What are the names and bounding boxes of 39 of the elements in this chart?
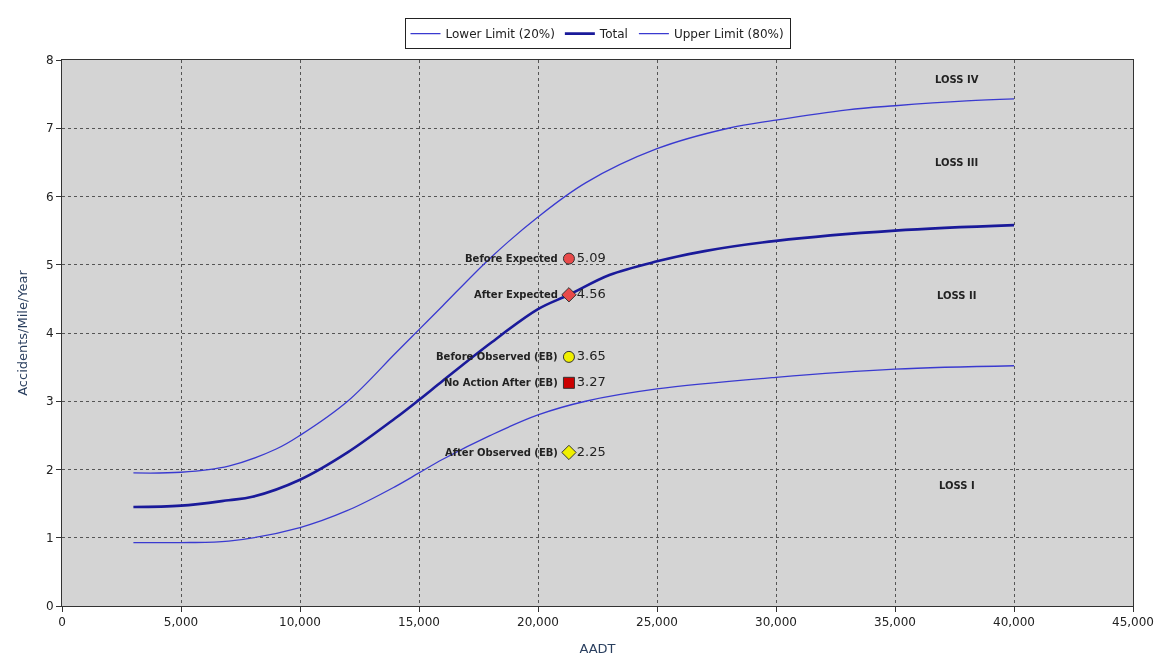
x-tick-label: 30,000 bbox=[755, 615, 797, 630]
data-label: 3.65 bbox=[576, 348, 606, 364]
data-label: 5.09 bbox=[576, 249, 606, 265]
annotation: LOSS IV bbox=[935, 74, 979, 85]
y-tick-label: 6 bbox=[45, 189, 54, 204]
x-tick-label: 0 bbox=[58, 615, 66, 630]
y-tick-label: 3 bbox=[45, 394, 54, 409]
data-label: 2.25 bbox=[576, 443, 606, 459]
y-tick-label: 0 bbox=[45, 599, 54, 614]
x-tick-label: 45,000 bbox=[1112, 615, 1154, 630]
annotation: LOSS I bbox=[939, 480, 975, 491]
x-axis-title: AADT bbox=[579, 641, 616, 656]
x-tick-label: 5,000 bbox=[163, 615, 199, 630]
annotation: LOSS II bbox=[937, 290, 977, 301]
line-series bbox=[132, 223, 1016, 509]
series-label: After Expected bbox=[474, 289, 558, 300]
legend-label: Total bbox=[598, 27, 628, 42]
x-tick-label: 40,000 bbox=[993, 615, 1035, 630]
legend-label: Upper Limit (80%) bbox=[673, 27, 784, 42]
x-tick-label: 35,000 bbox=[874, 615, 916, 630]
x-tick-label: 15,000 bbox=[398, 615, 440, 630]
y-tick-label: 8 bbox=[45, 53, 54, 68]
x-tick-label: 10,000 bbox=[279, 615, 321, 630]
series-label: No Action After (EB) bbox=[444, 377, 558, 388]
y-tick-label: 5 bbox=[45, 257, 54, 272]
y-tick-label: 7 bbox=[45, 121, 54, 136]
y-tick-label: 4 bbox=[45, 326, 54, 341]
line-series bbox=[132, 365, 1015, 544]
y-tick-label: 1 bbox=[45, 530, 54, 545]
series-label: Before Observed (EB) bbox=[436, 351, 558, 362]
data-label: 3.27 bbox=[576, 374, 606, 390]
x-tick-label: 25,000 bbox=[636, 615, 678, 630]
annotation: LOSS III bbox=[935, 157, 979, 168]
line-series bbox=[132, 98, 1015, 474]
y-axis-title: Accidents/Mile/Year bbox=[14, 269, 30, 396]
x-tick-label: 20,000 bbox=[517, 615, 559, 630]
y-tick-label: 2 bbox=[45, 462, 54, 477]
legend-label: Lower Limit (20%) bbox=[445, 27, 555, 42]
data-label: 4.56 bbox=[576, 286, 606, 302]
